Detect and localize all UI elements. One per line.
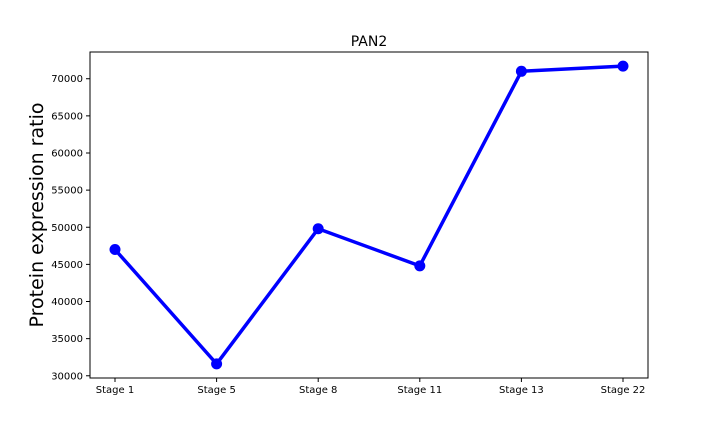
y-tick-label: 50000: [51, 223, 83, 234]
data-point: [312, 223, 324, 235]
y-tick-label: 55000: [51, 186, 83, 197]
y-tick-label: 40000: [51, 297, 83, 308]
y-tick-label: 35000: [51, 334, 83, 345]
y-tick-label: 65000: [51, 111, 83, 122]
x-tick-label: Stage 8: [299, 385, 337, 396]
chart-title: PAN2: [351, 34, 388, 50]
x-tick-label: Stage 5: [197, 385, 235, 396]
data-point: [617, 60, 629, 72]
x-axis: Stage 1 Stage 5 Stage 8 Stage 11 Stage 13 Sta…: [96, 378, 646, 396]
series-line: [113, 64, 624, 366]
data-point: [109, 244, 121, 256]
series-group: [109, 60, 629, 370]
data-point: [515, 65, 527, 77]
x-tick-label: Stage 1: [96, 385, 134, 396]
y-tick-label: 70000: [51, 74, 83, 85]
y-axis: 30000 35000 40000 45000 50000 55000 60000 65000…: [51, 74, 90, 382]
data-point: [414, 260, 426, 272]
y-tick-label: 30000: [51, 371, 83, 382]
x-tick-label: Stage 13: [499, 385, 544, 396]
y-tick-label: 45000: [51, 260, 83, 271]
y-tick-label: 60000: [51, 148, 83, 159]
x-tick-label: Stage 11: [397, 385, 442, 396]
plot-area: [89, 51, 649, 379]
y-axis-label: Protein expression ratio: [26, 103, 48, 328]
x-tick-label: Stage 22: [601, 385, 646, 396]
data-point: [211, 358, 223, 370]
